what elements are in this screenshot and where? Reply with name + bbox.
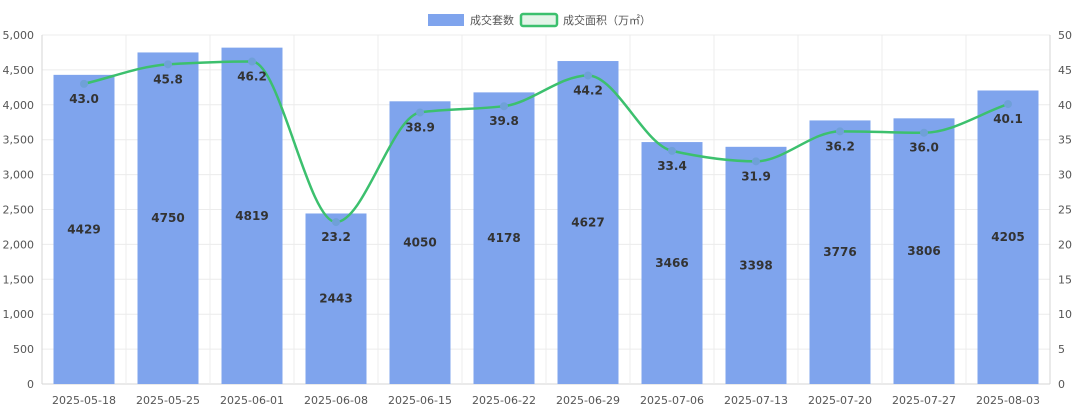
line-point bbox=[836, 127, 844, 136]
bar-value-label: 2443 bbox=[319, 292, 352, 306]
y-right-tick-label: 20 bbox=[1058, 238, 1072, 251]
line-value-label: 31.9 bbox=[741, 169, 771, 183]
line-value-label: 36.2 bbox=[825, 139, 855, 153]
line-value-label: 33.4 bbox=[657, 159, 687, 173]
axes: 0 0 500 5 1,000 10 1,500 15 2,000 20 2,500 25 3,000 3… bbox=[3, 29, 1073, 407]
bar bbox=[305, 213, 367, 384]
bar bbox=[641, 142, 703, 384]
line-point bbox=[752, 157, 760, 166]
line-point bbox=[920, 128, 928, 137]
bar bbox=[137, 52, 199, 384]
line-point bbox=[332, 218, 340, 227]
y-right-tick-label: 15 bbox=[1058, 273, 1072, 286]
bar bbox=[473, 92, 535, 384]
x-tick-label: 2025-07-20 bbox=[808, 394, 872, 407]
line-point bbox=[164, 60, 172, 69]
y-left-tick-label: 2,500 bbox=[3, 204, 35, 217]
bar-value-label: 4627 bbox=[571, 216, 604, 230]
x-tick-label: 2025-05-18 bbox=[52, 394, 116, 407]
x-tick-label: 2025-06-22 bbox=[472, 394, 536, 407]
x-tick-label: 2025-08-03 bbox=[976, 394, 1040, 407]
bar-value-label: 3398 bbox=[739, 258, 772, 272]
legend-label: 成交套数 bbox=[470, 13, 514, 27]
bar-series bbox=[53, 47, 1039, 385]
line-value-label: 40.1 bbox=[993, 112, 1023, 126]
y-left-tick-label: 1,000 bbox=[3, 308, 35, 321]
bar bbox=[893, 118, 955, 385]
legend-swatch-bar bbox=[428, 14, 464, 26]
y-right-tick-label: 45 bbox=[1058, 64, 1072, 77]
line-point bbox=[1004, 100, 1012, 109]
y-right-tick-label: 0 bbox=[1058, 378, 1065, 391]
legend: 成交套数 成交面积（万㎡） bbox=[428, 12, 651, 28]
line-point bbox=[248, 57, 256, 66]
bar-value-label: 4750 bbox=[151, 211, 184, 225]
line-value-label: 44.2 bbox=[573, 83, 603, 97]
x-tick-label: 2025-06-29 bbox=[556, 394, 620, 407]
x-tick-label: 2025-07-27 bbox=[892, 394, 956, 407]
line-value-label: 38.9 bbox=[405, 120, 435, 134]
x-tick-label: 2025-06-01 bbox=[220, 394, 284, 407]
x-tick-label: 2025-07-13 bbox=[724, 394, 788, 407]
y-right-tick-label: 30 bbox=[1058, 169, 1072, 182]
x-tick-label: 2025-07-06 bbox=[640, 394, 704, 407]
bar bbox=[389, 101, 451, 384]
bar bbox=[221, 47, 283, 385]
y-left-tick-label: 3,000 bbox=[3, 169, 35, 182]
bar bbox=[725, 146, 787, 384]
y-left-tick-label: 1,500 bbox=[3, 273, 35, 286]
legend-label: 成交面积（万㎡） bbox=[563, 13, 651, 27]
x-tick-label: 2025-05-25 bbox=[136, 394, 200, 407]
line-value-label: 39.8 bbox=[489, 114, 519, 128]
bar-value-label: 4819 bbox=[235, 209, 268, 223]
y-left-tick-label: 500 bbox=[13, 343, 34, 356]
bar bbox=[809, 120, 871, 384]
bar-value-label: 4429 bbox=[67, 222, 100, 236]
y-left-tick-label: 4,000 bbox=[3, 99, 35, 112]
bar-value-label: 3806 bbox=[907, 244, 940, 258]
line-value-label: 36.0 bbox=[909, 141, 939, 155]
line-value-label: 46.2 bbox=[237, 70, 267, 84]
line-point bbox=[416, 108, 424, 117]
y-right-tick-label: 10 bbox=[1058, 308, 1072, 321]
line-value-label: 23.2 bbox=[321, 230, 351, 244]
bar bbox=[53, 74, 115, 384]
y-left-tick-label: 4,500 bbox=[3, 64, 35, 77]
y-left-tick-label: 5,000 bbox=[3, 29, 35, 42]
y-right-tick-label: 5 bbox=[1058, 343, 1065, 356]
bar-value-label: 4205 bbox=[991, 230, 1024, 244]
x-tick-label: 2025-06-08 bbox=[304, 394, 368, 407]
data-labels: 4429 4750 4819 2443 4050 4178 4627 3466 3398 3776… bbox=[67, 70, 1024, 306]
line-point bbox=[668, 146, 676, 155]
line-point bbox=[500, 102, 508, 111]
line-point bbox=[80, 79, 88, 88]
bar-value-label: 3466 bbox=[655, 256, 688, 270]
bar-value-label: 3776 bbox=[823, 245, 856, 259]
y-left-tick-label: 3,500 bbox=[3, 134, 35, 147]
legend-swatch-line bbox=[519, 12, 559, 28]
line-series bbox=[80, 57, 1012, 227]
line-value-label: 45.8 bbox=[153, 72, 183, 86]
line-point bbox=[584, 71, 592, 80]
y-right-tick-label: 50 bbox=[1058, 29, 1072, 42]
y-right-tick-label: 40 bbox=[1058, 99, 1072, 112]
bar-value-label: 4050 bbox=[403, 236, 436, 250]
y-right-tick-label: 25 bbox=[1058, 204, 1072, 217]
y-left-tick-label: 2,000 bbox=[3, 238, 35, 251]
bar bbox=[977, 90, 1039, 384]
bar-value-label: 4178 bbox=[487, 231, 520, 245]
y-left-tick-label: 0 bbox=[27, 378, 34, 391]
y-right-tick-label: 35 bbox=[1058, 134, 1072, 147]
bar bbox=[557, 61, 619, 384]
x-tick-label: 2025-06-15 bbox=[388, 394, 452, 407]
line-value-label: 43.0 bbox=[69, 92, 99, 106]
